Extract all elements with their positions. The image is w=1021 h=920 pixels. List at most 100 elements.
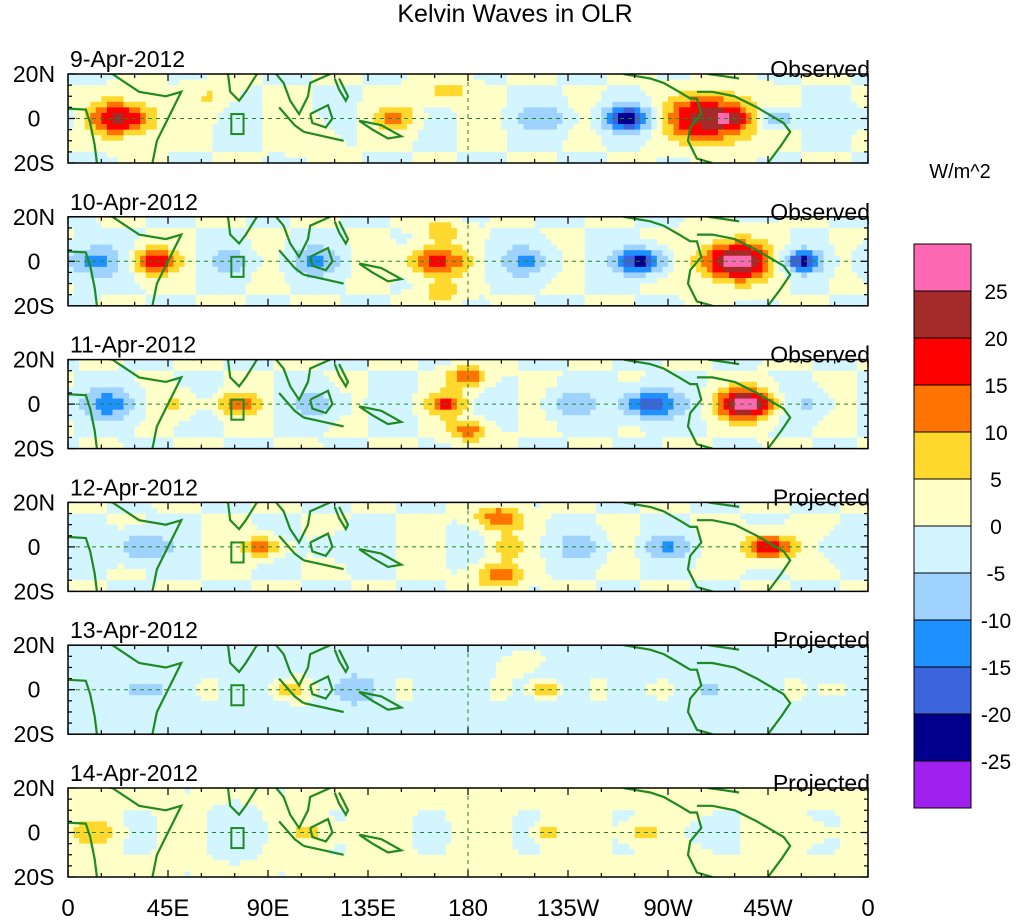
olr-cell — [168, 255, 175, 262]
olr-cell — [95, 272, 102, 279]
olr-cell — [229, 107, 236, 114]
olr-cell — [829, 96, 836, 103]
olr-cell — [418, 277, 425, 285]
olr-cell — [68, 437, 75, 444]
olr-cell — [629, 239, 636, 246]
olr-cell — [823, 96, 830, 103]
olr-cell — [468, 272, 475, 279]
olr-cell — [573, 227, 580, 235]
olr-cell — [95, 437, 102, 444]
olr-cell — [406, 101, 414, 108]
olr-cell — [134, 404, 141, 411]
olr-cell — [68, 381, 75, 389]
olr-cell — [123, 124, 130, 131]
olr-cell — [590, 124, 597, 131]
olr-cell — [845, 294, 852, 301]
olr-cell — [284, 151, 291, 159]
olr-cell — [262, 233, 269, 240]
olr-cell — [512, 239, 519, 246]
olr-cell — [195, 266, 202, 274]
olr-cell — [134, 283, 141, 290]
olr-cell — [756, 294, 764, 301]
olr-cell — [456, 283, 464, 290]
olr-cell — [701, 151, 708, 159]
olr-cell — [584, 129, 591, 136]
olr-cell — [229, 216, 236, 223]
olr-cell — [551, 140, 558, 147]
olr-cell — [795, 90, 802, 97]
olr-cell — [651, 283, 658, 290]
olr-cell — [590, 255, 597, 262]
olr-cell — [379, 107, 386, 114]
olr-cell — [551, 79, 558, 86]
olr-cell — [851, 96, 858, 103]
olr-cell — [695, 239, 702, 246]
olr-cell — [756, 277, 764, 285]
olr-cell — [429, 216, 436, 223]
olr-cell — [718, 124, 725, 131]
olr-cell — [606, 157, 614, 163]
olr-cell — [106, 398, 114, 405]
olr-cell — [295, 227, 302, 235]
olr-cell — [151, 216, 158, 223]
olr-cell — [479, 90, 486, 97]
olr-cell — [201, 216, 208, 223]
olr-cell — [79, 381, 86, 389]
olr-cell — [245, 272, 252, 279]
olr-cell — [218, 300, 225, 306]
olr-cell — [618, 227, 625, 235]
olr-cell — [601, 96, 608, 103]
olr-cell — [656, 255, 664, 262]
olr-cell — [206, 140, 214, 147]
olr-cell — [829, 112, 836, 120]
olr-cell — [218, 272, 225, 279]
olr-cell — [406, 244, 414, 251]
olr-cell — [701, 283, 708, 290]
olr-cell — [606, 239, 614, 246]
olr-cell — [823, 107, 830, 114]
olr-cell — [545, 118, 552, 125]
olr-cell — [418, 107, 425, 114]
olr-cell — [806, 227, 814, 235]
olr-cell — [479, 151, 486, 159]
olr-cell — [195, 250, 202, 257]
olr-cell — [162, 90, 169, 97]
olr-cell — [162, 239, 169, 246]
olr-cell — [534, 239, 541, 246]
olr-cell — [290, 151, 297, 159]
olr-cell — [195, 261, 202, 268]
olr-cell — [84, 74, 91, 81]
olr-cell — [623, 157, 630, 163]
olr-cell — [84, 359, 91, 366]
olr-cell — [629, 129, 636, 136]
olr-cell — [284, 300, 291, 306]
olr-cell — [468, 250, 475, 257]
olr-cell — [395, 272, 402, 279]
olr-cell — [79, 146, 86, 153]
olr-cell — [579, 124, 586, 131]
olr-cell — [851, 261, 858, 268]
olr-cell — [106, 118, 114, 125]
olr-cell — [234, 157, 241, 163]
olr-cell — [701, 227, 708, 235]
olr-cell — [729, 261, 736, 268]
olr-cell — [123, 112, 130, 120]
olr-cell — [418, 135, 425, 142]
olr-cell — [812, 74, 819, 81]
olr-cell — [156, 233, 164, 240]
olr-cell — [818, 112, 825, 120]
olr-cell — [79, 85, 86, 92]
olr-cell — [668, 96, 675, 103]
olr-cell — [134, 261, 141, 268]
olr-cell — [151, 135, 158, 142]
olr-cell — [829, 283, 836, 290]
olr-cell — [101, 227, 108, 235]
olr-cell — [212, 151, 219, 159]
olr-cell — [368, 289, 375, 296]
olr-cell — [179, 216, 186, 223]
olr-cell — [423, 255, 430, 262]
olr-cell — [79, 157, 86, 163]
olr-cell — [73, 96, 80, 103]
olr-cell — [84, 404, 91, 411]
olr-cell — [484, 239, 491, 246]
